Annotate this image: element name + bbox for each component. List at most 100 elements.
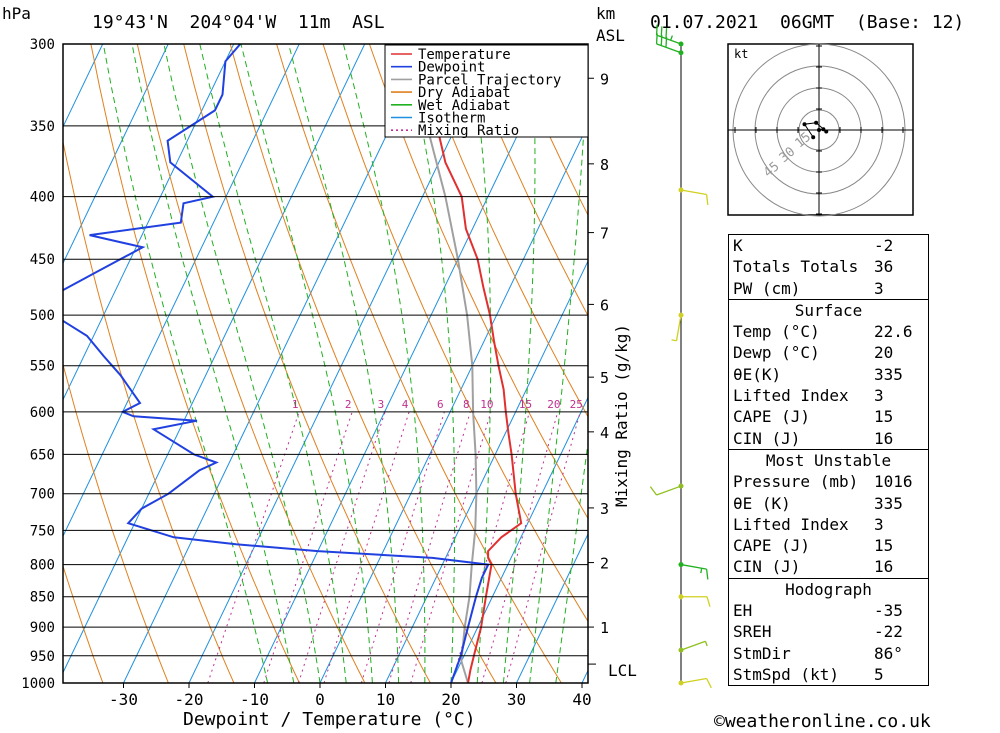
wind-barb-dot (678, 562, 684, 568)
dry-adiabat (276, 44, 562, 683)
pressure-tick-label: 650 (30, 447, 55, 463)
wind-barb-shaft (656, 43, 682, 54)
mixing-ratio-label: 2 (345, 398, 352, 411)
hodo-value: 5 (874, 664, 884, 684)
dry-adiabat (229, 44, 497, 683)
dry-adiabat (136, 44, 366, 683)
hodo-value: -35 (874, 601, 903, 621)
surface-row: Temp (°C) 22.6 (729, 321, 928, 342)
hodo-value: 86° (874, 643, 903, 663)
mixing-ratio-label: 4 (402, 398, 409, 411)
pressure-unit: hPa (2, 4, 31, 23)
mixing-ratio-label: 3 (378, 398, 385, 411)
surface-row: Dewp (°C) 20 (729, 342, 928, 363)
hodo-key: StmSpd (kt) (733, 664, 839, 684)
dry-adiabat (63, 564, 104, 683)
wind-barb-flag (705, 569, 709, 580)
dry-adiabat (461, 44, 588, 317)
top-row: PW (cm) 3 (729, 278, 928, 299)
x-axis-label: Dewpoint / Temperature (°C) (183, 709, 476, 730)
wind-barb-shaft (680, 640, 706, 651)
dry-adiabat (63, 139, 235, 683)
mixing-ratio-line (360, 411, 445, 683)
wind-barb-dot (678, 187, 684, 193)
km-tick-label: 5 (600, 369, 609, 387)
pressure-tick-label: 300 (30, 37, 55, 53)
isotherm-line (123, 44, 431, 683)
pressure-tick-label: 900 (30, 620, 55, 636)
wet-adiabat (131, 44, 295, 683)
wet-adiabat (288, 44, 400, 683)
mixing-ratio-label: 1 (292, 398, 299, 411)
mu-key: Lifted Index (733, 514, 849, 534)
hodo-row: StmDir 86° (729, 643, 928, 664)
hodo-row: SREH -22 (729, 621, 928, 642)
wind-barb-shaft (680, 677, 707, 684)
wind-barb-flag (706, 596, 711, 607)
wind-barb-shaft (680, 563, 707, 570)
hodograph-unit: kt (734, 47, 748, 61)
mixing-ratio-line (388, 411, 471, 683)
wet-adiabat (502, 44, 536, 683)
pressure-tick-label: 350 (30, 119, 55, 135)
surface-value: 335 (874, 364, 903, 384)
surface-key: Lifted Index (733, 386, 849, 406)
hodograph-point (821, 127, 826, 132)
wind-barb-half (704, 641, 708, 647)
wind-barb-half (671, 339, 677, 342)
mixing-ratio-label: 6 (437, 398, 444, 411)
legend-label: Dewpoint (418, 60, 485, 76)
legend-label: Wet Adiabat (418, 98, 511, 114)
datetime-label: 01.07.2021 06GMT (Base: 12) (650, 12, 965, 33)
wind-barb-dot (678, 483, 684, 489)
hodo-value: -22 (874, 622, 903, 642)
hodograph-header: Hodograph (729, 577, 928, 600)
wet-adiabat (469, 44, 492, 683)
km-tick-label: 2 (600, 555, 609, 573)
wind-barb-flag (660, 26, 663, 37)
surface-value: 16 (874, 428, 894, 448)
wind-barb-flag (655, 24, 658, 36)
wind-barb-dot (678, 50, 684, 56)
mu-value: 335 (874, 493, 903, 513)
hodograph-point (817, 128, 821, 132)
hodo-key: SREH (733, 622, 772, 642)
wind-barb-dot (678, 647, 684, 653)
legend-label: Mixing Ratio (418, 123, 519, 139)
surface-value: 22.6 (874, 322, 913, 342)
wind-barb-shaft (675, 315, 682, 341)
top-row: Totals Totals 36 (729, 256, 928, 277)
dry-adiabat (415, 44, 588, 418)
wind-barb-half (670, 35, 673, 41)
hodo-key: EH (733, 601, 753, 621)
isotherm-line (385, 259, 588, 683)
wind-barb-shaft (680, 189, 707, 196)
x-tick-label: 40 (572, 690, 591, 709)
mixing-ratio-label: 15 (519, 398, 532, 411)
lcl-label: LCL (608, 661, 637, 680)
wind-barb-flag (665, 28, 668, 39)
wet-adiabat (342, 44, 426, 683)
top-key: Totals Totals (733, 257, 859, 277)
mu-value: 16 (874, 557, 894, 577)
hodograph-point (802, 122, 807, 127)
x-tick-label: 30 (507, 690, 526, 709)
km-asl: ASL (596, 26, 625, 45)
surface-row: CIN (J) 16 (729, 428, 928, 449)
isotherm-line (516, 532, 588, 683)
x-tick-label: 10 (376, 690, 395, 709)
km-tick-label: 9 (600, 70, 609, 88)
wind-barb-flag (649, 486, 658, 496)
top-value: 36 (874, 257, 894, 277)
isotherm-line (63, 44, 169, 265)
mu-row: Pressure (mb) 1016 (729, 471, 928, 492)
km-tick-label: 8 (600, 156, 609, 174)
isotherm-line (63, 44, 300, 538)
surface-value: 15 (874, 407, 894, 427)
legend-label: Parcel Trajectory (418, 72, 561, 88)
mixing-ratio-label: 25 (570, 398, 583, 411)
wind-barb-flag (660, 35, 663, 46)
most-unstable-header: Most Unstable (729, 448, 928, 471)
wind-barb-shaft (656, 34, 682, 45)
